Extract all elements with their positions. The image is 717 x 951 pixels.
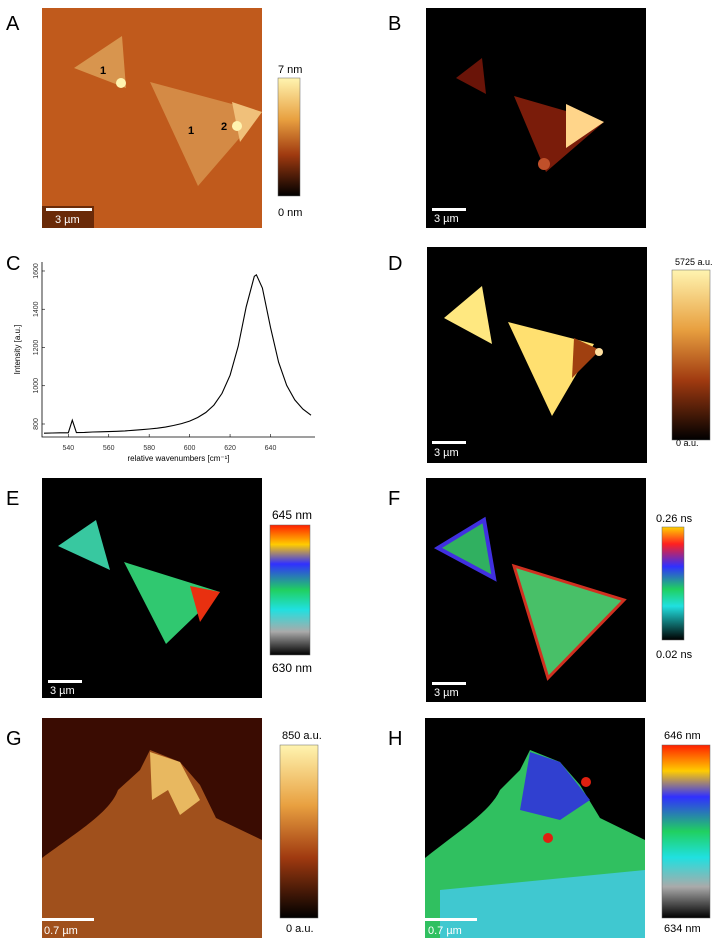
x-tick-label: 620 [224,445,236,452]
particle [538,158,550,170]
y-tick-label: 1000 [33,378,40,394]
flake [444,286,492,344]
x-tick-label: 600 [184,445,196,452]
flake [566,104,604,148]
panel-label: H [388,728,402,750]
x-tick-label: 540 [62,445,74,452]
colorbar [279,744,319,919]
colorbar [661,744,711,919]
colorbar-min: 0 a.u. [676,438,699,448]
scale-bar [432,441,466,444]
flake [440,870,645,938]
flake [124,562,220,644]
scale-bar-label: 3 µm [434,447,459,459]
flake [514,96,604,172]
scale-bar-label: 0.7 µm [428,925,462,937]
flake [42,750,262,938]
panel-label: C [6,253,20,275]
scale-bar-bg [42,206,94,228]
flake [190,586,220,622]
y-tick-label: 1600 [33,263,40,279]
scale-bar-label: 3 µm [55,214,80,226]
y-tick-label: 1400 [33,301,40,317]
y-tick-label: 800 [33,418,40,430]
colorbar [269,524,311,656]
colorbar-min: 630 nm [272,661,312,675]
scale-bar [46,208,92,211]
panel-label: E [6,488,19,510]
flake [150,752,200,815]
particle [232,121,242,131]
colorbar-min: 0.02 ns [656,649,693,661]
colorbar-min: 0 nm [278,207,302,219]
scale-bar [432,208,466,211]
colorbar [277,77,301,197]
colorbar [661,526,685,641]
colorbar [671,269,711,441]
panel-label: F [388,488,400,510]
colorbar-max: 850 a.u. [282,730,322,742]
hotspot [543,833,553,843]
flake [520,752,590,820]
y-axis-label: Intensity [a.u.] [13,325,22,375]
colorbar-max: 646 nm [664,730,701,742]
scale-bar [432,682,466,685]
colorbar-max: 0.26 ns [656,513,693,525]
flake [511,563,627,681]
flake [433,516,497,582]
panel-label: G [6,728,22,750]
colorbar-min: 0 a.u. [286,923,314,935]
flake [74,36,126,88]
panel-label: D [388,253,402,275]
scale-bar-label: 3 µm [50,685,75,697]
particle [595,348,603,356]
colorbar-max: 645 nm [272,508,312,522]
colorbar-max: 7 nm [278,64,302,76]
scale-bar-label: 3 µm [434,687,459,699]
scale-bar-label: 3 µm [434,213,459,225]
spectrum-chart: 540 560 580 600 620 640 800 1000 1200 1400 1600 rel… [13,262,315,463]
colorbar-min: 634 nm [664,923,701,935]
flake [456,58,486,94]
annotation: 1 [188,125,194,137]
panel-label: B [388,13,401,35]
scale-bar-label: 0.7 µm [44,925,78,937]
x-tick-label: 580 [143,445,155,452]
colorbar-max: 5725 a.u. [675,257,713,267]
annotation: 2 [221,121,227,133]
flake [232,102,262,142]
y-tick-label: 1200 [33,340,40,356]
x-axis-label: relative wavenumbers [cm⁻¹] [127,454,229,463]
flake [572,338,600,378]
scale-bar [42,918,94,921]
particle [116,78,126,88]
x-tick-label: 640 [265,445,277,452]
flake [58,520,110,570]
scale-bar [425,918,477,921]
hotspot [581,777,591,787]
flake [508,322,594,416]
axes [41,262,315,438]
panel-label: A [6,13,20,35]
scale-bar [48,680,82,683]
spectrum-line [43,273,312,434]
annotation: 1 [100,65,106,77]
x-tick-label: 560 [103,445,115,452]
